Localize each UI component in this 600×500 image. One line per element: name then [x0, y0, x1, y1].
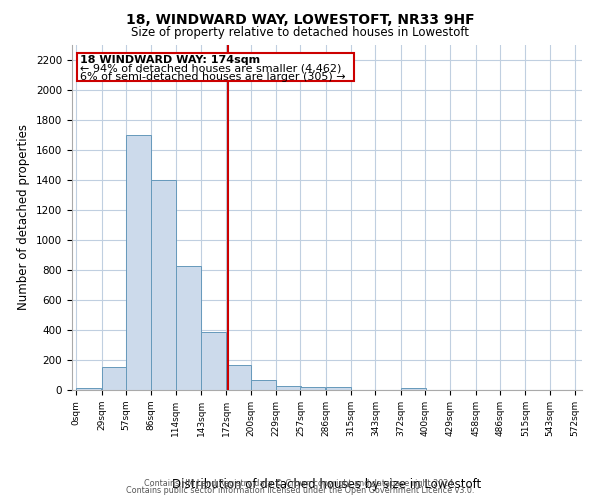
- Bar: [326, 387, 350, 390]
- Bar: [126, 135, 151, 390]
- Bar: [301, 387, 325, 390]
- Bar: [176, 266, 200, 390]
- X-axis label: Distribution of detached houses by size in Lowestoft: Distribution of detached houses by size …: [172, 478, 482, 491]
- Bar: [226, 365, 251, 390]
- Text: 18, WINDWARD WAY, LOWESTOFT, NR33 9HF: 18, WINDWARD WAY, LOWESTOFT, NR33 9HF: [125, 12, 475, 26]
- Text: 6% of semi-detached houses are larger (305) →: 6% of semi-detached houses are larger (3…: [80, 72, 346, 82]
- Bar: [401, 388, 425, 390]
- Bar: [276, 386, 301, 390]
- Text: Contains public sector information licensed under the Open Government Licence v3: Contains public sector information licen…: [126, 486, 474, 495]
- Text: ← 94% of detached houses are smaller (4,462): ← 94% of detached houses are smaller (4,…: [80, 64, 341, 74]
- Bar: [76, 388, 101, 390]
- Text: Size of property relative to detached houses in Lowestoft: Size of property relative to detached ho…: [131, 26, 469, 39]
- Bar: [151, 180, 176, 390]
- Text: Contains HM Land Registry data © Crown copyright and database right 2024.: Contains HM Land Registry data © Crown c…: [144, 478, 456, 488]
- FancyBboxPatch shape: [77, 53, 355, 81]
- Text: 18 WINDWARD WAY: 174sqm: 18 WINDWARD WAY: 174sqm: [80, 54, 260, 64]
- Bar: [251, 380, 275, 390]
- Bar: [101, 367, 127, 390]
- Y-axis label: Number of detached properties: Number of detached properties: [17, 124, 31, 310]
- Bar: [201, 332, 226, 390]
